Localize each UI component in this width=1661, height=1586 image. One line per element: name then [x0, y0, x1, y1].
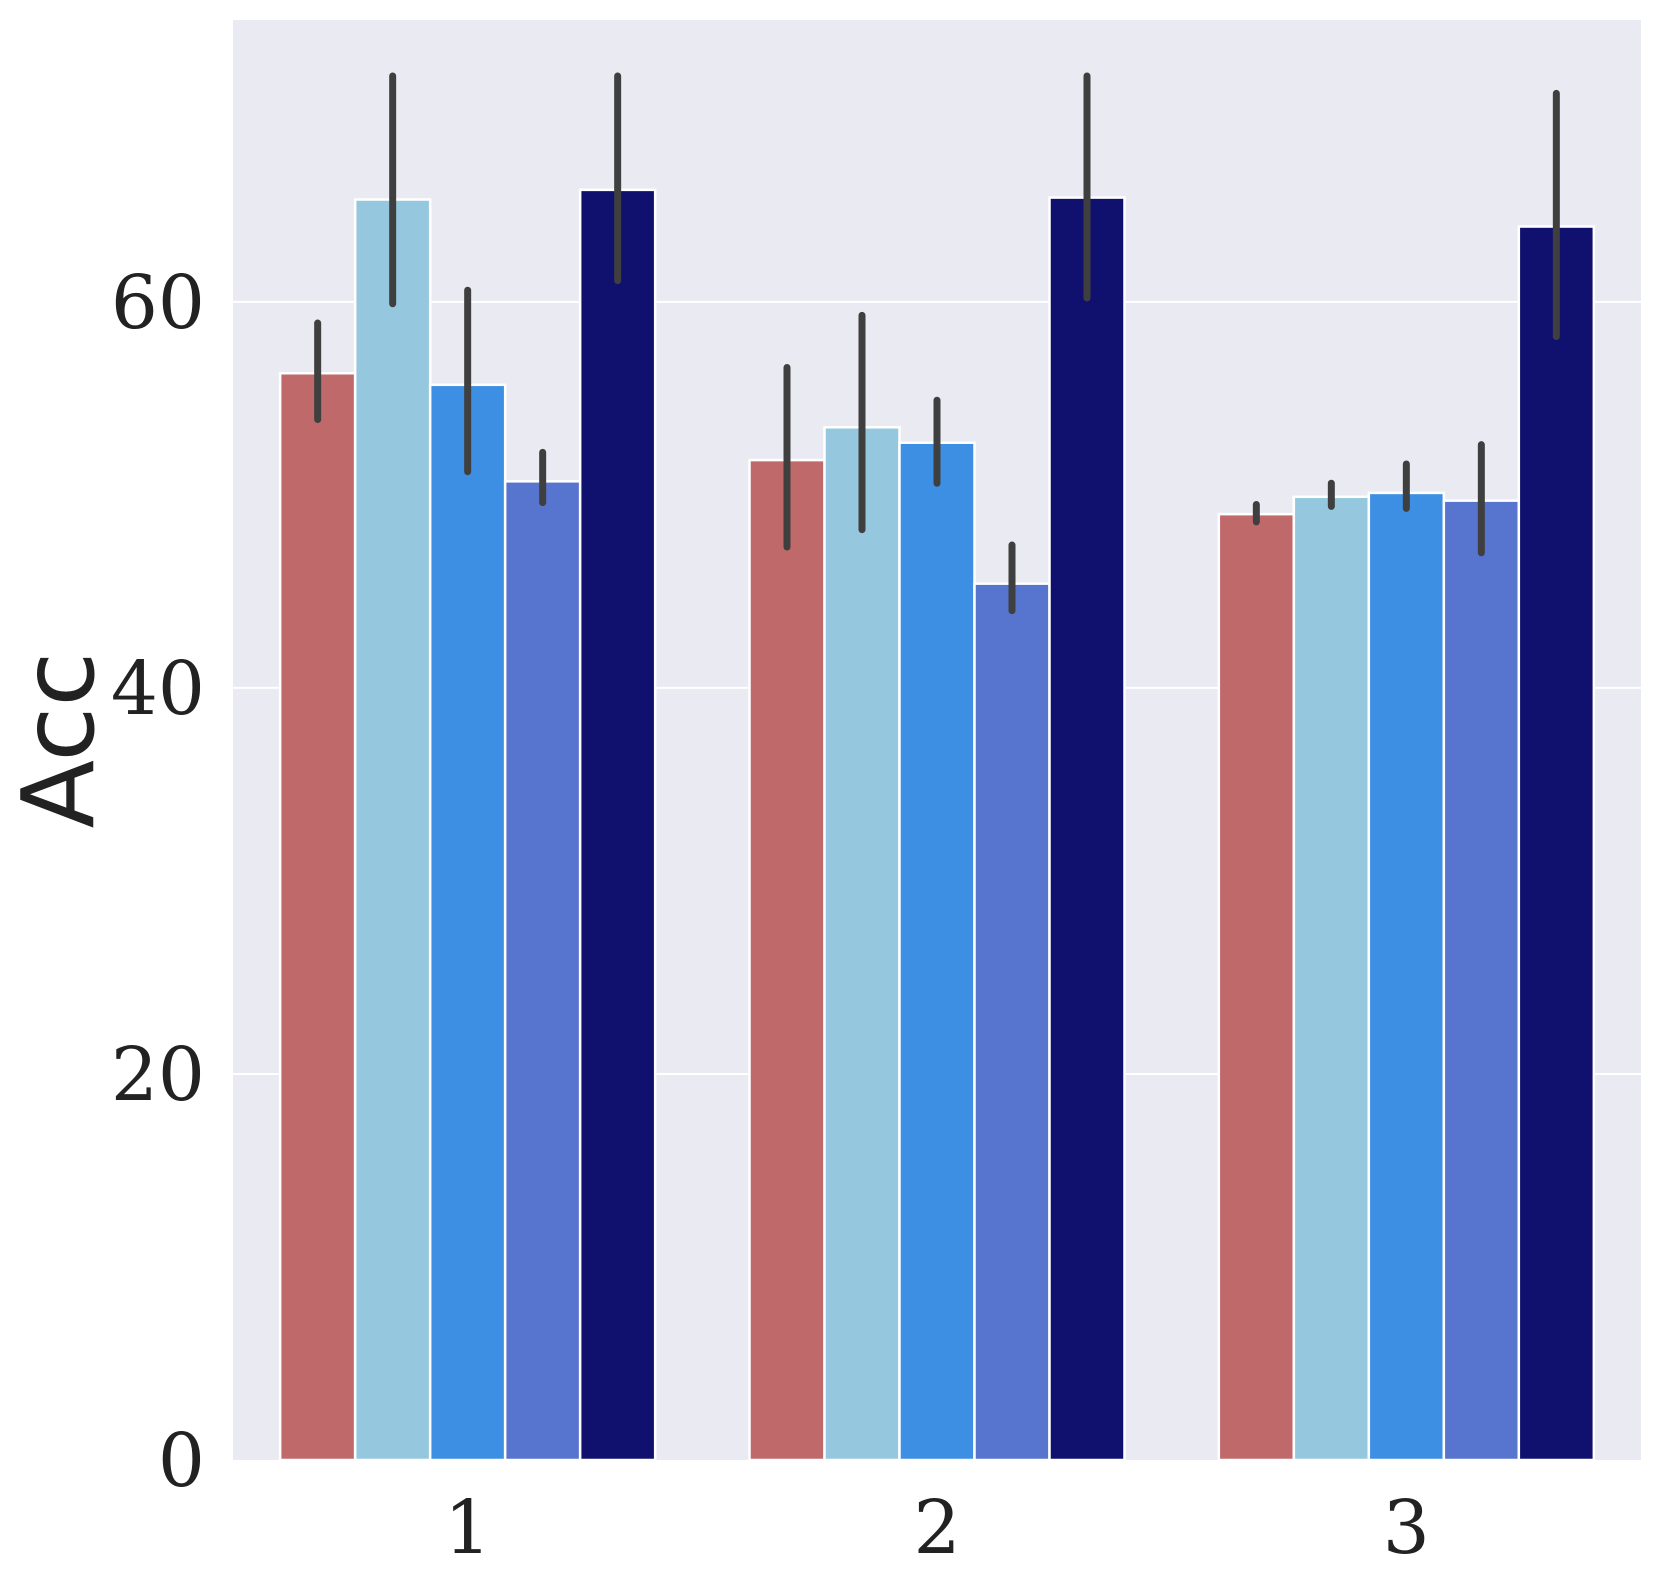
y-tick-label-40: 40	[111, 646, 205, 732]
x-tick-label-1: 1	[444, 1485, 491, 1571]
bar-1-5	[578, 188, 657, 1462]
x-tick-labels: 1 2 3	[444, 1485, 1430, 1571]
bar-2-5	[1048, 196, 1126, 1462]
bar-3-1	[1217, 512, 1296, 1462]
bar-3-4	[1442, 499, 1521, 1462]
error-bars	[314, 72, 1560, 615]
y-tick-label-0: 0	[158, 1418, 205, 1504]
y-tick-label-20: 20	[111, 1032, 205, 1118]
y-tick-labels: 0 20 40 60	[111, 260, 205, 1504]
x-tick-label-3: 3	[1383, 1485, 1430, 1571]
bar-2-4	[973, 582, 1051, 1462]
bar-3-5	[1517, 225, 1596, 1462]
bar-2-3	[898, 441, 976, 1462]
x-tick-label-2: 2	[913, 1485, 960, 1571]
y-tick-label-60: 60	[111, 260, 205, 346]
bar-3-2	[1292, 495, 1371, 1462]
bar-1-1	[278, 371, 357, 1462]
bar-2-2	[823, 426, 901, 1462]
bar-1-2	[353, 198, 432, 1462]
y-axis-title: Acc	[0, 652, 117, 829]
bar-2-1	[748, 458, 826, 1462]
bar-3-3	[1367, 491, 1446, 1462]
bar-1-3	[428, 383, 507, 1462]
bar-1-4	[503, 480, 582, 1462]
